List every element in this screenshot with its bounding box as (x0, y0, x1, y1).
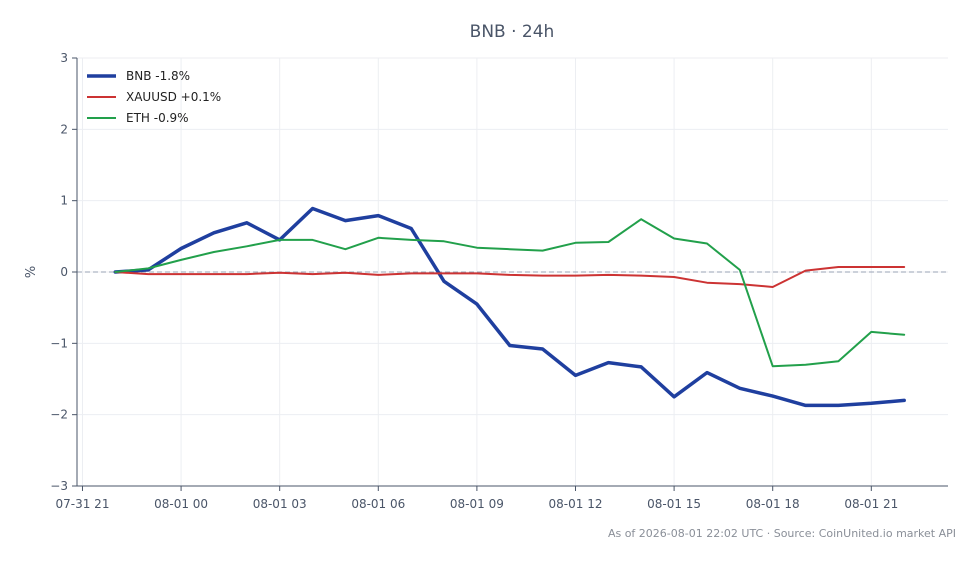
x-tick-label: 08-01 21 (844, 497, 898, 511)
x-tick-label: 08-01 00 (154, 497, 208, 511)
y-tick-label: 3 (60, 51, 68, 65)
axes (72, 57, 948, 491)
x-tick-label: 08-01 09 (450, 497, 504, 511)
series-line-1 (114, 266, 906, 288)
x-tick-label: 08-01 15 (647, 497, 701, 511)
x-tick-label: 07-31 21 (56, 497, 110, 511)
y-tick-label: −2 (50, 408, 68, 422)
legend-label-1: XAUUSD +0.1% (126, 90, 221, 104)
x-tick-label: 08-01 03 (253, 497, 307, 511)
y-tick-label: 0 (60, 265, 68, 279)
series-line-2 (114, 218, 906, 368)
series-line-0 (113, 206, 906, 408)
legend-label-2: ETH -0.9% (126, 111, 189, 125)
legend: BNB -1.8% XAUUSD +0.1% ETH -0.9% (87, 69, 221, 125)
x-tick-label: 08-01 18 (746, 497, 800, 511)
y-tick-label: 2 (60, 122, 68, 136)
x-tick-labels: 07-31 21 08-01 00 08-01 03 08-01 06 08-01 09… (56, 497, 899, 511)
y-tick-label: −3 (50, 479, 68, 493)
footer-note: As of 2026-08-01 22:02 UTC · Source: Coi… (608, 527, 956, 540)
y-tick-label: −1 (50, 336, 68, 350)
y-tick-label: 1 (60, 194, 68, 208)
x-tick-label: 08-01 06 (351, 497, 405, 511)
y-axis-label: % (24, 266, 39, 278)
chart-title: BNB · 24h (470, 22, 555, 42)
x-tick-label: 08-01 12 (549, 497, 603, 511)
legend-label-0: BNB -1.8% (126, 69, 190, 83)
y-tick-labels: 3 2 1 0 −1 −2 −3 (50, 51, 68, 493)
series-lines (113, 206, 906, 408)
